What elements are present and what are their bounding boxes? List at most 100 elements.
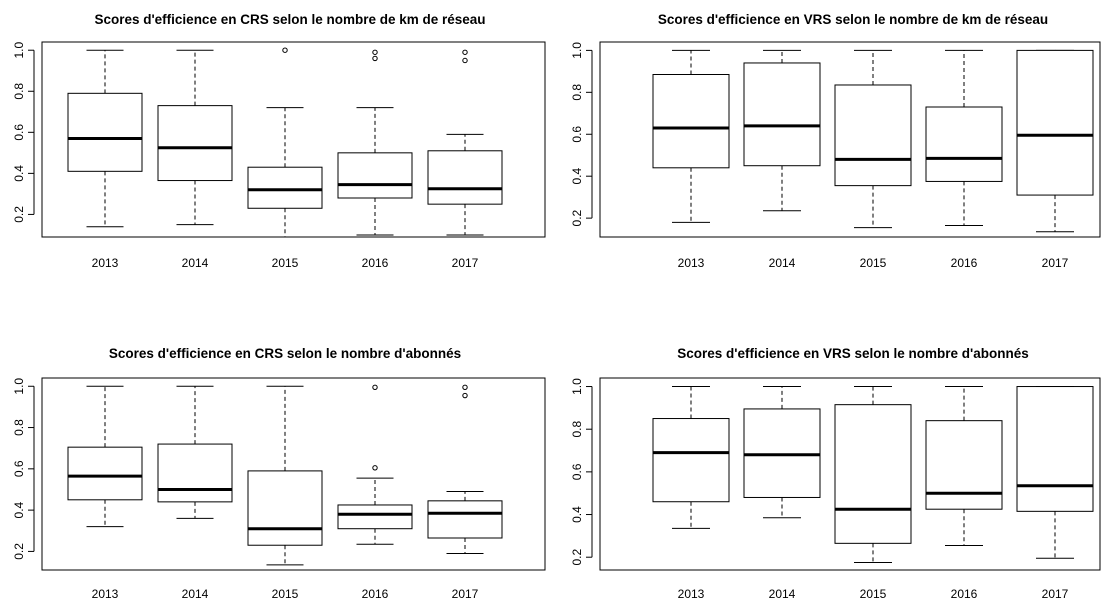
x-tick-label: 2013: [92, 256, 119, 270]
box-2015: [247, 47, 323, 238]
x-tick-label: 2013: [92, 587, 119, 601]
box-2017: [427, 384, 503, 554]
box-body: [652, 418, 730, 503]
x-tick-label: 2015: [860, 256, 887, 270]
box-body: [247, 166, 323, 209]
box-2014: [743, 386, 821, 519]
x-tick-label: 2016: [951, 256, 978, 270]
box-2016: [337, 384, 413, 545]
outlier-point: [282, 47, 288, 53]
box-body: [834, 404, 912, 544]
x-tick-label: 2016: [951, 587, 978, 601]
box-2013: [67, 385, 143, 528]
y-tick-label: 0.2: [570, 549, 584, 566]
y-tick-label: 0.4: [12, 501, 26, 518]
y-tick-label: 1.0: [12, 42, 26, 59]
y-tick-label: 0.6: [12, 460, 26, 477]
box-body: [743, 62, 821, 167]
chart-panel-1: Scores d'efficience en CRS selon le nomb…: [12, 12, 546, 270]
box-body: [337, 504, 413, 530]
x-tick-label: 2013: [678, 256, 705, 270]
y-tick-label: 0.6: [570, 126, 584, 143]
outlier-point: [372, 55, 378, 62]
box-2015: [834, 49, 912, 229]
x-tick-label: 2016: [362, 587, 389, 601]
box-2014: [743, 49, 821, 212]
x-tick-label: 2017: [1042, 587, 1069, 601]
y-tick-label: 0.4: [570, 168, 584, 185]
box-body: [1016, 386, 1094, 512]
box-2013: [652, 49, 730, 223]
y-tick-label: 0.4: [570, 506, 584, 523]
outlier-point: [462, 392, 468, 399]
box-2014: [157, 49, 233, 226]
y-tick-label: 0.2: [12, 543, 26, 560]
box-body: [157, 105, 233, 182]
x-tick-label: 2015: [272, 256, 299, 270]
y-tick-label: 0.8: [570, 421, 584, 438]
box-body: [247, 470, 323, 546]
outlier-point: [462, 49, 468, 55]
box-body: [427, 500, 503, 539]
y-tick-label: 0.8: [12, 419, 26, 436]
x-tick-label: 2014: [182, 587, 209, 601]
box-body: [834, 84, 912, 187]
x-tick-label: 2017: [452, 256, 479, 270]
y-tick-label: 0.4: [12, 165, 26, 182]
chart-panel-2: Scores d'efficience en VRS selon le nomb…: [570, 12, 1101, 270]
y-tick-label: 0.6: [12, 124, 26, 141]
outlier-point: [372, 49, 378, 55]
box-body: [337, 152, 413, 199]
x-tick-label: 2017: [1042, 256, 1069, 270]
chart-title: Scores d'efficience en CRS selon le nomb…: [94, 12, 485, 27]
outlier-point: [372, 465, 378, 471]
x-tick-label: 2015: [272, 587, 299, 601]
box-body: [157, 443, 233, 503]
plot-frame: [41, 377, 546, 571]
plot-frame: [599, 41, 1101, 238]
y-tick-label: 0.6: [570, 463, 584, 480]
box-2013: [67, 49, 143, 228]
chart-title: Scores d'efficience en CRS selon le nomb…: [109, 346, 461, 361]
chart-title: Scores d'efficience en VRS selon le nomb…: [658, 12, 1048, 27]
y-tick-label: 1.0: [570, 42, 584, 59]
box-2015: [247, 385, 323, 566]
box-body: [67, 92, 143, 172]
outlier-point: [462, 57, 468, 64]
plot-frame: [599, 377, 1101, 571]
x-tick-label: 2014: [769, 256, 796, 270]
box-body: [1016, 49, 1094, 196]
box-2016: [337, 49, 413, 236]
box-2016: [925, 49, 1003, 226]
box-body: [67, 446, 143, 501]
outlier-point: [462, 384, 468, 390]
box-body: [925, 106, 1003, 182]
box-2014: [157, 385, 233, 519]
y-tick-label: 0.8: [570, 84, 584, 101]
box-2013: [652, 386, 730, 529]
box-2015: [834, 386, 912, 564]
x-tick-label: 2014: [769, 587, 796, 601]
box-body: [925, 420, 1003, 510]
box-body: [743, 408, 821, 498]
y-tick-label: 1.0: [12, 378, 26, 395]
chart-panel-3: Scores d'efficience en CRS selon le nomb…: [12, 346, 546, 601]
y-tick-label: 0.8: [12, 83, 26, 100]
chart-title: Scores d'efficience en VRS selon le nomb…: [677, 346, 1029, 361]
x-tick-label: 2016: [362, 256, 389, 270]
outlier-point: [372, 384, 378, 390]
box-2016: [925, 386, 1003, 546]
y-tick-label: 0.2: [12, 206, 26, 223]
box-2017: [1016, 386, 1094, 559]
x-tick-label: 2014: [182, 256, 209, 270]
box-body: [652, 74, 730, 169]
y-tick-label: 1.0: [570, 378, 584, 395]
x-tick-label: 2017: [452, 587, 479, 601]
x-tick-label: 2015: [860, 587, 887, 601]
box-2017: [1016, 49, 1094, 233]
box-2017: [427, 49, 503, 236]
chart-panel-4: Scores d'efficience en VRS selon le nomb…: [570, 346, 1101, 601]
y-tick-label: 0.2: [570, 209, 584, 226]
x-tick-label: 2013: [678, 587, 705, 601]
